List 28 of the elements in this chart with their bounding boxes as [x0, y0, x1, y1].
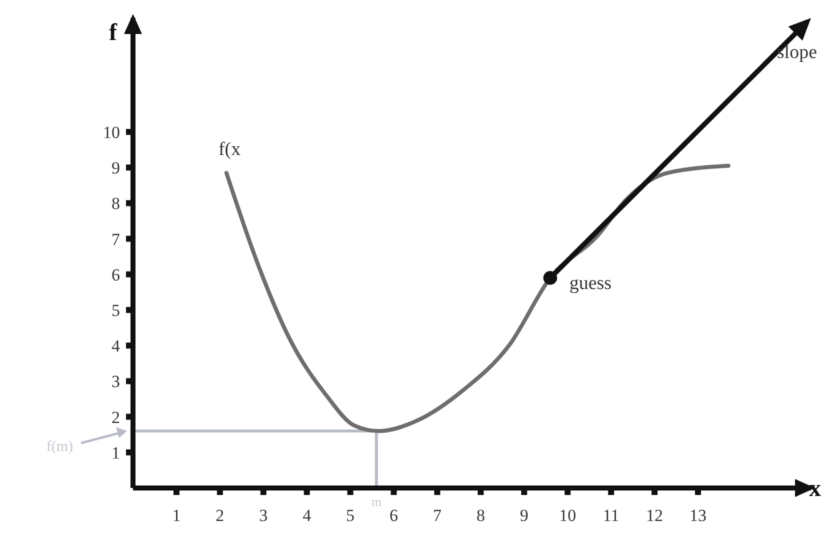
series-label: f(x [218, 138, 242, 160]
y-axis-title: f [109, 20, 118, 46]
x-tick-label: 6 [390, 506, 398, 526]
x-tick-label: 4 [302, 506, 312, 526]
y-tick-label: 10 [103, 122, 120, 142]
y-tick-label: 4 [112, 336, 120, 356]
x-tick-label: 1 [172, 506, 181, 526]
x-tick-label: 10 [559, 506, 576, 526]
y-tick-label: 1 [112, 443, 120, 462]
y-tick-label: 6 [112, 265, 120, 284]
ref-line-label: m [371, 494, 382, 509]
y-tick-label: 3 [112, 372, 120, 392]
x-tick-label: 13 [690, 506, 706, 526]
x-tick-label: 2 [216, 506, 224, 526]
y-tick-label: 5 [112, 301, 120, 320]
y-tick-label: 9 [112, 158, 120, 178]
x-tick-label: 11 [602, 506, 620, 526]
series-label: guess [569, 273, 612, 294]
x-tick-label: 9 [520, 506, 528, 526]
x-tick-label: 3 [259, 506, 268, 526]
y-tick-label: 7 [112, 230, 120, 249]
x-tick-label: 8 [476, 506, 485, 526]
y-tick-label: 2 [112, 408, 120, 427]
x-tick-label: 7 [432, 506, 442, 526]
legend-label: f(m) [46, 439, 73, 456]
y-tick-label: 8 [112, 194, 120, 214]
x-tick-label: 5 [346, 506, 355, 526]
x-tick-label: 12 [646, 506, 664, 526]
